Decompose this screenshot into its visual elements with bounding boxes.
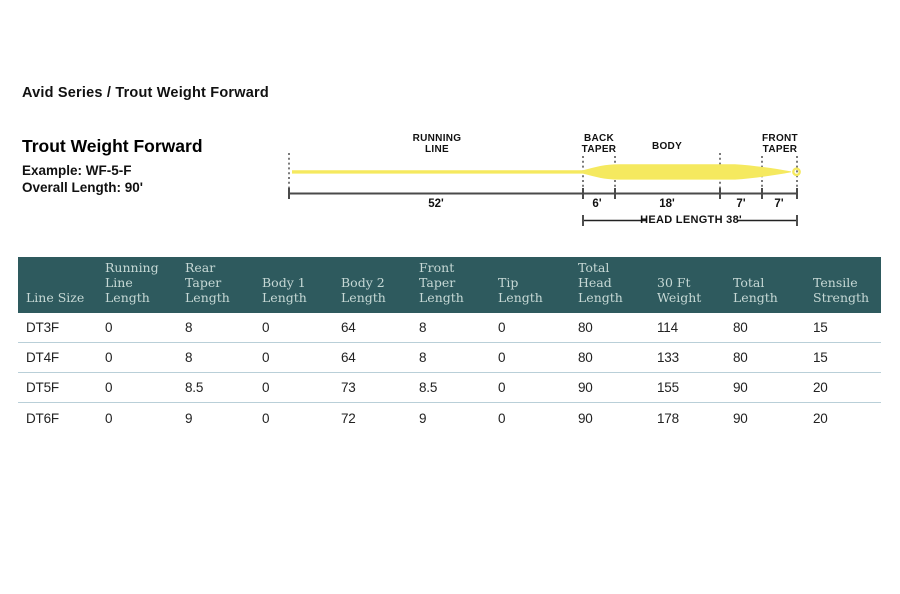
table-cell: 90 [733,380,748,395]
table-cell: 90 [578,380,593,395]
table-cell: 72 [341,410,356,426]
table-cell: 0 [262,380,270,395]
table-row-dt3f: DT3F 0 8 0 64 8 0 80 114 80 15 [18,313,881,343]
product-overall-length: Overall Length: 90' [22,180,143,195]
table-cell: 0 [262,350,270,365]
table-cell: 64 [341,350,356,365]
table-cell: 178 [657,410,679,426]
header-total-length: Total Length [733,275,778,305]
table-cell: 90 [578,410,593,426]
table-cell: 8.5 [419,380,438,395]
header-tensile-strength: Tensile Strength [813,275,870,305]
table-cell: 64 [341,320,356,335]
fly-line-shape [292,164,791,180]
product-example: Example: WF-5-F [22,163,132,178]
segment-length-front-taper: 7' [774,198,784,210]
segment-length-back-taper: 6' [592,198,602,210]
table-cell: 90 [733,410,748,426]
table-cell: 0 [105,320,113,335]
spec-table: Line Size Running Line Length Rear Taper… [18,257,881,433]
header-front-taper-length: Front Taper Length [419,260,464,305]
table-cell: 0 [498,320,506,335]
running-line-label: RUNNING LINE [412,133,462,155]
table-cell: 0 [105,410,113,426]
head-length-bracket [582,215,798,226]
table-cell: 155 [657,380,679,395]
table-cell: 0 [498,380,506,395]
table-cell: 0 [105,380,113,395]
product-title: Trout Weight Forward [22,136,203,156]
table-cell: 9 [419,410,427,426]
table-cell: 9 [185,410,193,426]
header-30-ft-weight: 30 Ft Weight [657,275,702,305]
table-cell: 0 [498,350,506,365]
front-taper-label: FRONT TAPER [762,133,798,155]
table-cell: DT6F [26,410,59,426]
breadcrumb: Avid Series / Trout Weight Forward [22,85,269,101]
table-cell: 80 [578,350,593,365]
table-cell: 80 [578,320,593,335]
header-tip-length: Tip Length [498,275,543,305]
spec-table-body: DT3F 0 8 0 64 8 0 80 114 80 15 DT4F 0 8 … [18,313,881,433]
table-cell: 0 [105,350,113,365]
back-taper-label: BACK TAPER [581,133,617,155]
table-cell: 114 [657,320,678,335]
table-cell: 0 [262,410,270,426]
table-cell: DT4F [26,350,59,365]
spec-table-header-row: Line Size Running Line Length Rear Taper… [18,257,881,313]
table-row-dt4f: DT4F 0 8 0 64 8 0 80 133 80 15 [18,343,881,373]
table-cell: 8 [185,350,193,365]
table-cell: 80 [733,320,748,335]
table-cell: 0 [262,320,270,335]
header-line-size: Line Size [26,290,85,305]
table-cell: 133 [657,350,679,365]
table-cell: 8.5 [185,380,204,395]
header-body-2-length: Body 2 Length [341,275,386,305]
table-cell: DT5F [26,380,59,395]
head-length-label: HEAD LENGTH 38' [640,214,742,226]
header-body-1-length: Body 1 Length [262,275,307,305]
table-cell: DT3F [26,320,59,335]
table-cell: 0 [498,410,506,426]
table-cell: 8 [185,320,193,335]
table-cell: 73 [341,380,356,395]
line-tip-loop-icon [792,167,801,177]
table-cell: 15 [813,320,828,335]
table-cell: 15 [813,350,828,365]
table-row-dt6f: DT6F 0 9 0 72 9 0 90 178 90 20 [18,403,881,433]
table-row-dt5f: DT5F 0 8.5 0 73 8.5 0 90 155 90 20 [18,373,881,403]
table-cell: 8 [419,320,427,335]
segment-length-body-rear: 7' [736,198,746,210]
table-cell: 8 [419,350,427,365]
measurement-ruler [288,188,798,199]
header-running-line-length: Running Line Length [105,260,159,305]
table-cell: 20 [813,410,828,426]
segment-length-body: 18' [659,198,675,210]
table-cell: 20 [813,380,828,395]
header-total-head-length: Total Head Length [578,260,623,305]
segment-length-running-line: 52' [428,198,444,210]
header-rear-taper-length: Rear Taper Length [185,260,230,305]
table-cell: 80 [733,350,748,365]
body-label: BODY [651,141,683,152]
